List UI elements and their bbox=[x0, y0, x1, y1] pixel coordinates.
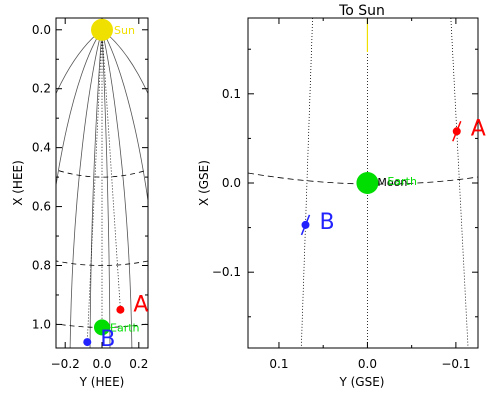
hee-axis-ticks: −0.2 0.0 0.2 0.0 0.2 0.4 0.6 0.8 1.0 bbox=[32, 18, 148, 371]
distance-arcs bbox=[56, 169, 148, 328]
distance-arc bbox=[56, 260, 148, 266]
parker-spiral-line bbox=[56, 29, 103, 95]
earth-orbit-arc bbox=[248, 172, 478, 185]
stereo_a-marker bbox=[116, 305, 125, 314]
gse-x-tick-label: −0.1 bbox=[441, 357, 470, 371]
radial-line-stereo_a bbox=[101, 29, 121, 310]
gse-x-tick-label: 0.0 bbox=[358, 357, 377, 371]
hee-y-tick-label: 1.0 bbox=[32, 317, 51, 331]
moon-label: Moon bbox=[377, 176, 407, 189]
earth-label: Earth bbox=[387, 175, 417, 188]
gse-y-axis-title: X (GSE) bbox=[197, 160, 211, 206]
gse-y-tick-label: −0.1 bbox=[212, 265, 241, 279]
stereo_a-marker bbox=[452, 127, 461, 136]
parker-spiral-line bbox=[101, 29, 111, 348]
gse-plot-title: To Sun bbox=[338, 3, 385, 19]
parker-spiral-lines bbox=[56, 29, 148, 348]
hee-x-axis-title: Y (HEE) bbox=[79, 375, 125, 389]
sun-marker bbox=[91, 18, 113, 41]
hee-y-axis-title: X (HEE) bbox=[11, 160, 25, 206]
radial-line-stereo_b bbox=[300, 18, 313, 348]
gse-x-tick-label: 0.1 bbox=[269, 357, 288, 371]
hee-y-tick-label: 0.8 bbox=[32, 259, 51, 273]
stereo_a-label: A bbox=[471, 116, 486, 141]
stereo_b-marker bbox=[83, 338, 92, 347]
hee-panel: −0.2 0.0 0.20.00.20.40.60.81.0 SunEarthAB … bbox=[11, 17, 149, 389]
hee-x-tick-label: 0.2 bbox=[129, 357, 148, 371]
parker-spiral-line bbox=[101, 29, 133, 348]
parker-spiral-line bbox=[101, 29, 148, 95]
earth-marker bbox=[356, 172, 379, 194]
parker-spiral-line bbox=[101, 29, 148, 205]
earth-label: Earth bbox=[110, 321, 140, 334]
stereo_a-label: A bbox=[133, 293, 148, 318]
gse-x-axis-title: Y (GSE) bbox=[338, 375, 384, 389]
stereo_b-marker bbox=[301, 220, 310, 229]
hee-y-tick-label: 0.4 bbox=[32, 141, 51, 155]
stereo_b-label: B bbox=[100, 327, 115, 352]
earth-marker bbox=[94, 319, 110, 336]
stereo_b-label: B bbox=[320, 210, 335, 235]
parker-spiral-line bbox=[89, 29, 103, 348]
hee-x-tick-label: −0.2 bbox=[51, 357, 80, 371]
parker-spiral-line bbox=[69, 29, 103, 348]
hee-y-tick-label: 0.6 bbox=[32, 200, 51, 214]
hee-bodies: Sun Earth AB bbox=[83, 18, 148, 352]
hee-y-tick-label: 0.0 bbox=[32, 23, 51, 37]
hee-x-tick-label: 0.0 bbox=[92, 357, 111, 371]
hee-y-tick-label: 0.2 bbox=[32, 82, 51, 96]
radial-lines bbox=[86, 29, 121, 343]
gse-y-tick-label: 0.0 bbox=[222, 176, 241, 190]
radial-line-stereo_a bbox=[450, 18, 469, 348]
gse-axis-ticks: 0.1 0.0 −0.1 0.1 0.0 −0.1 bbox=[212, 18, 478, 371]
radial-line-stereo_b bbox=[86, 29, 103, 343]
gse-y-tick-label: 0.1 bbox=[222, 87, 241, 101]
sun-label: Sun bbox=[114, 24, 135, 37]
parker-spiral-line bbox=[56, 29, 103, 189]
